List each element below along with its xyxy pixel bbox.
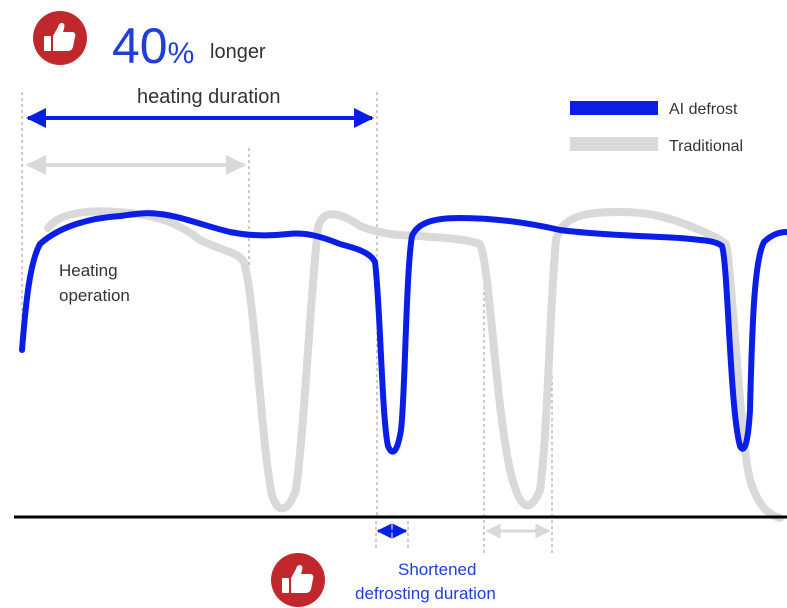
shortened-label-line2: defrosting duration (355, 584, 496, 603)
legend-label-ai: AI defrost (669, 101, 738, 118)
thumbs-up-icon (282, 565, 314, 593)
thumbs-up-badge-bottom (271, 553, 325, 607)
headline-percent-number: 40 (112, 18, 168, 74)
shortened-label-line1: Shortened (398, 560, 476, 579)
headline-percent-sign: % (168, 37, 195, 70)
heating-operation-label-line2: operation (59, 286, 130, 305)
ai-defrost-curve (19, 210, 787, 455)
heating-operation-label-line1: Heating (59, 261, 118, 280)
legend: AI defrost Traditional (570, 101, 743, 155)
traditional-curve (44, 207, 784, 522)
legend-swatch-traditional (570, 137, 658, 151)
headline-percent: 40% (112, 18, 194, 74)
headline-line2: heating duration (137, 86, 280, 108)
guide-lines (21, 92, 553, 555)
legend-label-traditional: Traditional (669, 138, 743, 155)
thumbs-up-icon (44, 23, 76, 51)
legend-swatch-ai (570, 101, 658, 115)
thumbs-up-badge-top (33, 11, 87, 65)
headline-suffix: longer (210, 41, 266, 63)
